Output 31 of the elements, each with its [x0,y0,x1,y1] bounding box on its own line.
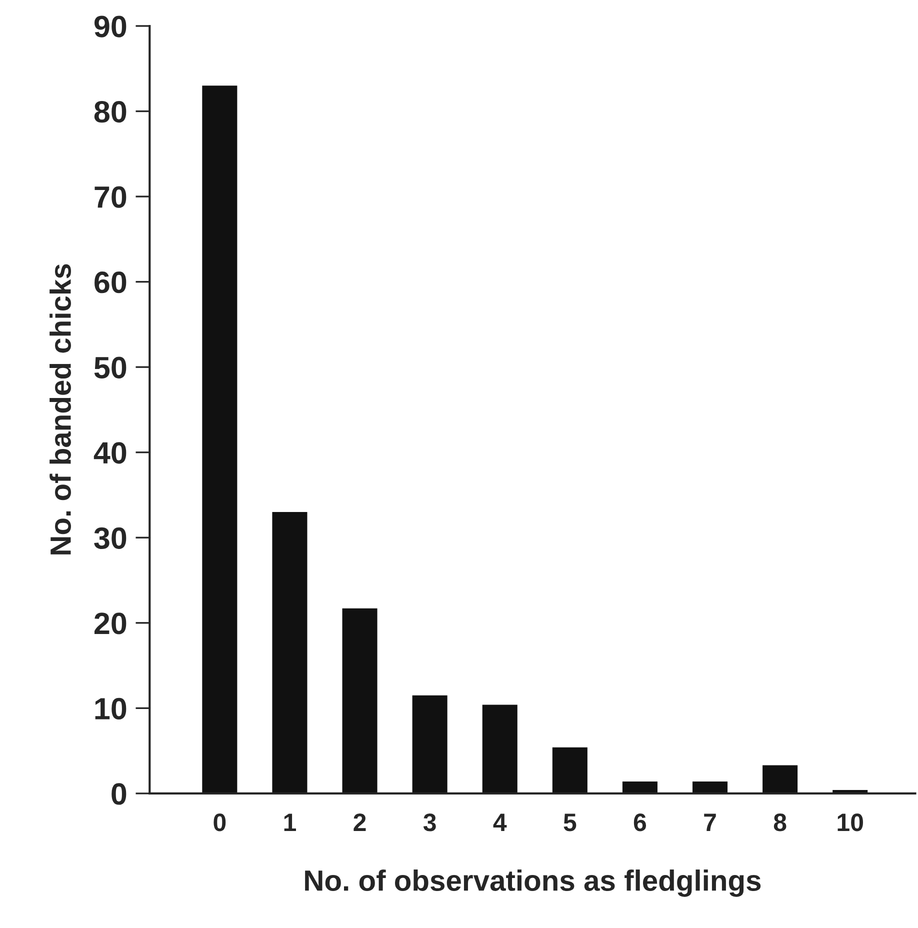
y-tick-label: 10 [95,698,126,720]
bar [622,782,658,794]
y-axis-title: No. of banded chicks [50,264,71,554]
bar [202,86,238,794]
y-tick-label: 90 [94,16,126,38]
bar [342,608,378,794]
x-tick-label: 1 [284,814,296,831]
y-tick-label: 70 [94,186,126,208]
bar [412,695,448,794]
x-tick-label: 2 [354,814,366,831]
y-tick-label: 80 [94,100,126,123]
bar [272,512,308,794]
x-tick-label: 8 [774,814,786,832]
x-tick-label: 7 [704,814,716,831]
y-tick-label: 60 [94,272,126,294]
y-tick-label: 50 [94,356,126,378]
bar [762,765,798,794]
y-tick-label: 0 [112,783,126,805]
x-tick-label: 3 [423,814,436,832]
y-tick-label: 30 [94,527,126,550]
x-tick-label: 5 [564,814,576,832]
y-tick-label: 40 [94,442,126,464]
x-tick-label: 4 [493,814,507,831]
bar [482,704,518,794]
bar [552,747,588,794]
x-tick-label: 10 [838,814,863,832]
x-axis-title: No. of observations as fledglings [305,870,761,897]
x-tick-label: 0 [214,814,226,832]
y-tick-label: 20 [94,612,126,634]
bar [692,782,728,794]
x-tick-label: 6 [634,814,646,832]
